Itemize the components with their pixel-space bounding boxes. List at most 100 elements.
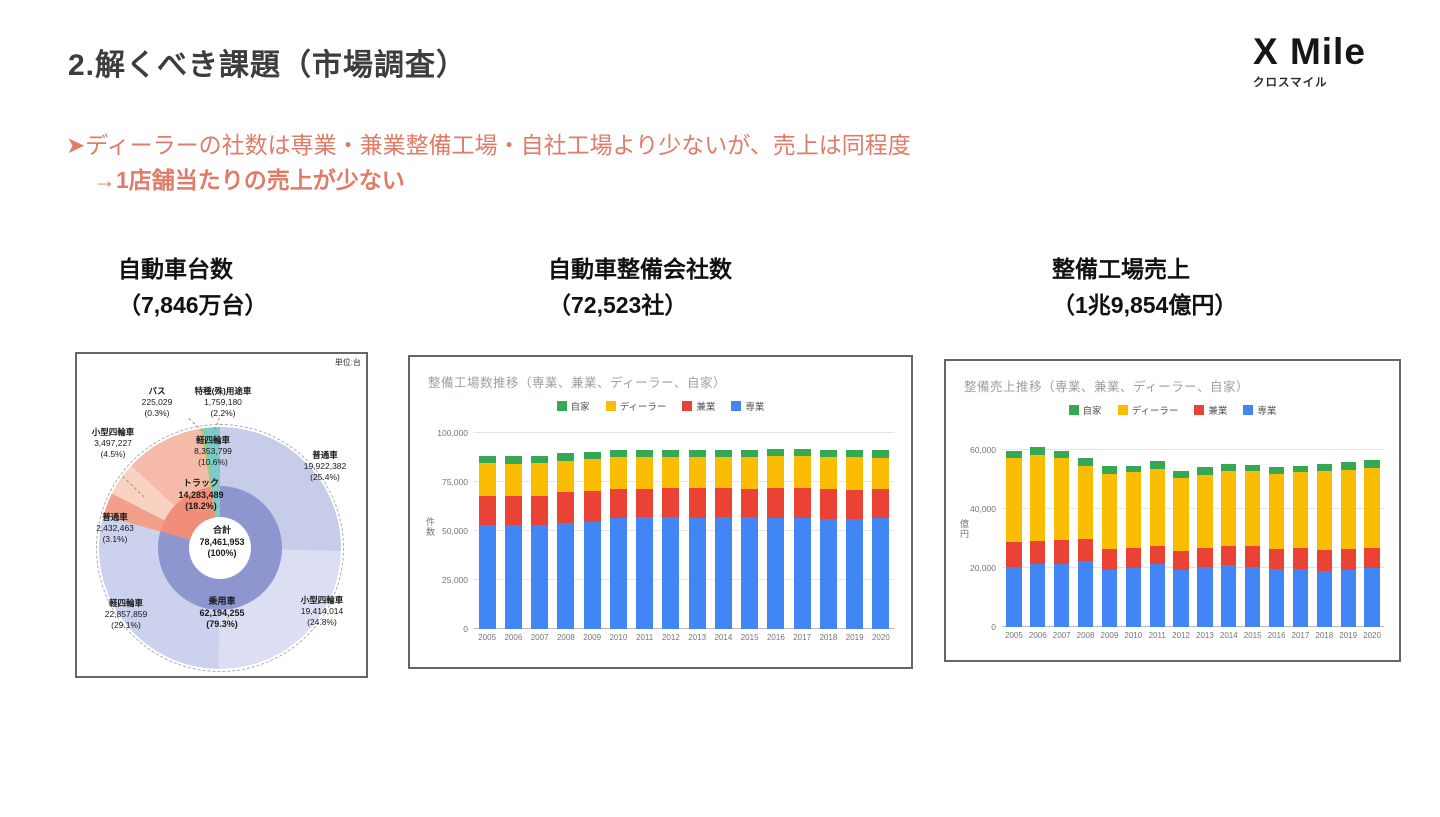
bar-2010 [605, 433, 631, 629]
bar-segment-ディーラー [1268, 473, 1285, 550]
bar-segment-専業 [1006, 566, 1022, 627]
y-tick-label: 0 [463, 624, 468, 634]
shops-trend-panel: 整備工場数推移（専業、兼業、ディーラー、自家） 自家 ディーラー 兼業 専業 件数 0… [408, 355, 913, 669]
bar-segment-兼業 [609, 489, 627, 519]
bar-segment-自家 [1364, 460, 1380, 469]
donut-label-bus: バス 225,029 (0.3%) [141, 386, 173, 419]
bar-segment-ディーラー [636, 457, 654, 490]
bar-segment-ディーラー [478, 463, 496, 497]
stacked-bar [819, 433, 837, 629]
y-axis-label: 件数 [425, 517, 435, 537]
key-insight: ➤ディーラーの社数は専業・兼業整備工場・自社工場より少ないが、売上は同程度 →1… [66, 128, 911, 197]
x-tick-label: 2020 [871, 633, 890, 642]
bar-segment-自家 [1221, 463, 1237, 472]
stacked-bar [1101, 441, 1118, 627]
bar-segment-ディーラー [662, 456, 680, 489]
bar-segment-ディーラー [1197, 474, 1213, 548]
bar-segment-兼業 [872, 489, 890, 519]
y-tick-label: 75,000 [442, 477, 468, 487]
x-axis-labels: 2005 2006 2007 2008 2009 2010 2011 2012 2013 2014… [1002, 631, 1384, 640]
logo-subtitle: クロスマイル [1253, 77, 1328, 89]
bar-segment-専業 [557, 522, 575, 629]
bar-segment-兼業 [478, 496, 496, 526]
bar-segment-専業 [1268, 568, 1285, 627]
stacked-bar [1340, 441, 1356, 627]
gridline [474, 628, 894, 629]
bar-segment-ディーラー [872, 457, 890, 490]
bar-segment-自家 [1101, 466, 1118, 474]
bar-segment-専業 [1101, 570, 1118, 627]
x-tick-label: 2014 [1219, 631, 1238, 640]
gridline [474, 530, 894, 531]
bar-segment-自家 [1125, 465, 1141, 473]
bar-segment-専業 [846, 519, 864, 629]
bar-segment-自家 [714, 449, 732, 457]
bar-segment-兼業 [557, 492, 575, 523]
bar-2014 [1217, 441, 1241, 627]
bar-segment-兼業 [1245, 546, 1261, 568]
legend-item-自家: 自家 [1068, 403, 1102, 417]
bar-segment-兼業 [688, 488, 706, 518]
bar-segment-ディーラー [1173, 477, 1189, 552]
vehicle-count-panel: 単位:台 バス 225,029 (0.3%) 特種(殊)用途車 1,759,18… [75, 352, 368, 678]
bar-2014 [710, 433, 736, 629]
bar-segment-兼業 [846, 489, 864, 520]
section-subtitle-text: （1兆9,854億円） [1052, 291, 1238, 318]
legend-item-ディーラー: ディーラー [1117, 403, 1178, 417]
bar-segment-自家 [741, 449, 759, 457]
stacked-bar [1316, 441, 1332, 627]
bar-segment-ディーラー [609, 457, 627, 490]
bar-segment-兼業 [819, 489, 837, 519]
bar-segment-専業 [1364, 568, 1380, 627]
x-tick-label: 2019 [845, 633, 864, 642]
legend-swatch [1194, 405, 1205, 415]
gridline [474, 432, 894, 433]
bar-segment-ディーラー [688, 456, 706, 489]
bar-segment-ディーラー [504, 463, 522, 496]
y-tick-label: 25,000 [442, 575, 468, 585]
chart-title: 整備売上推移（専業、兼業、ディーラー、自家） [964, 380, 1250, 394]
donut-label-small-passenger: 小型四輪車 19,414,014 (24.8%) [300, 595, 344, 628]
stacked-bar [714, 433, 732, 629]
bar-segment-ディーラー [557, 460, 575, 493]
bar-segment-ディーラー [819, 457, 837, 490]
bar-segment-兼業 [1030, 541, 1046, 564]
gridline [474, 481, 894, 482]
stacked-bar [1197, 441, 1213, 627]
legend-swatch [1117, 405, 1128, 415]
bar-segment-専業 [1125, 568, 1141, 627]
bar-segment-専業 [688, 517, 706, 629]
stacked-bar [741, 433, 759, 629]
bar-segment-ディーラー [1101, 473, 1118, 550]
shops-chart-plot [474, 432, 894, 629]
x-tick-label: 2015 [1243, 631, 1262, 640]
x-tick-label: 2007 [530, 633, 549, 642]
bar-segment-兼業 [793, 488, 811, 518]
bar-segment-兼業 [1077, 538, 1094, 562]
stacked-bar [504, 433, 522, 629]
y-tick-label: 100,000 [437, 428, 468, 438]
donut-label-special-use: 特種(殊)用途車 1,759,180 (2.2%) [194, 386, 252, 419]
bar-segment-ディーラー [846, 457, 864, 490]
x-axis-labels: 2005 2006 2007 2008 2009 2010 2011 2012 2013 2014… [474, 633, 894, 642]
donut-label-truck: トラック 14,283,489 (18.2%) [178, 478, 224, 512]
stacked-bar [1364, 441, 1380, 627]
bar-segment-自家 [1268, 466, 1285, 474]
bar-2005 [474, 433, 500, 629]
bar-segment-専業 [872, 518, 890, 629]
legend-item-専業: 専業 [731, 399, 764, 413]
bar-segment-自家 [1292, 465, 1309, 473]
donut-label-standard-passenger: 普通車 19,922,382 (25.4%) [303, 450, 347, 483]
legend-swatch [682, 401, 693, 411]
x-tick-label: 2013 [1196, 631, 1214, 640]
section-subtitle-text: （7,846万台） [118, 291, 268, 318]
bar-2015 [1241, 441, 1265, 627]
gridline [1002, 507, 1384, 509]
legend-label: ディーラー [619, 402, 667, 413]
legend: 自家 ディーラー 兼業 専業 [946, 403, 1399, 417]
bar-segment-自家 [819, 450, 837, 458]
x-tick-label: 2009 [583, 633, 602, 642]
donut-label-kei-passenger: 軽四輪車 22,857,859 (29.1%) [104, 598, 148, 631]
bar-segment-兼業 [1221, 545, 1237, 565]
